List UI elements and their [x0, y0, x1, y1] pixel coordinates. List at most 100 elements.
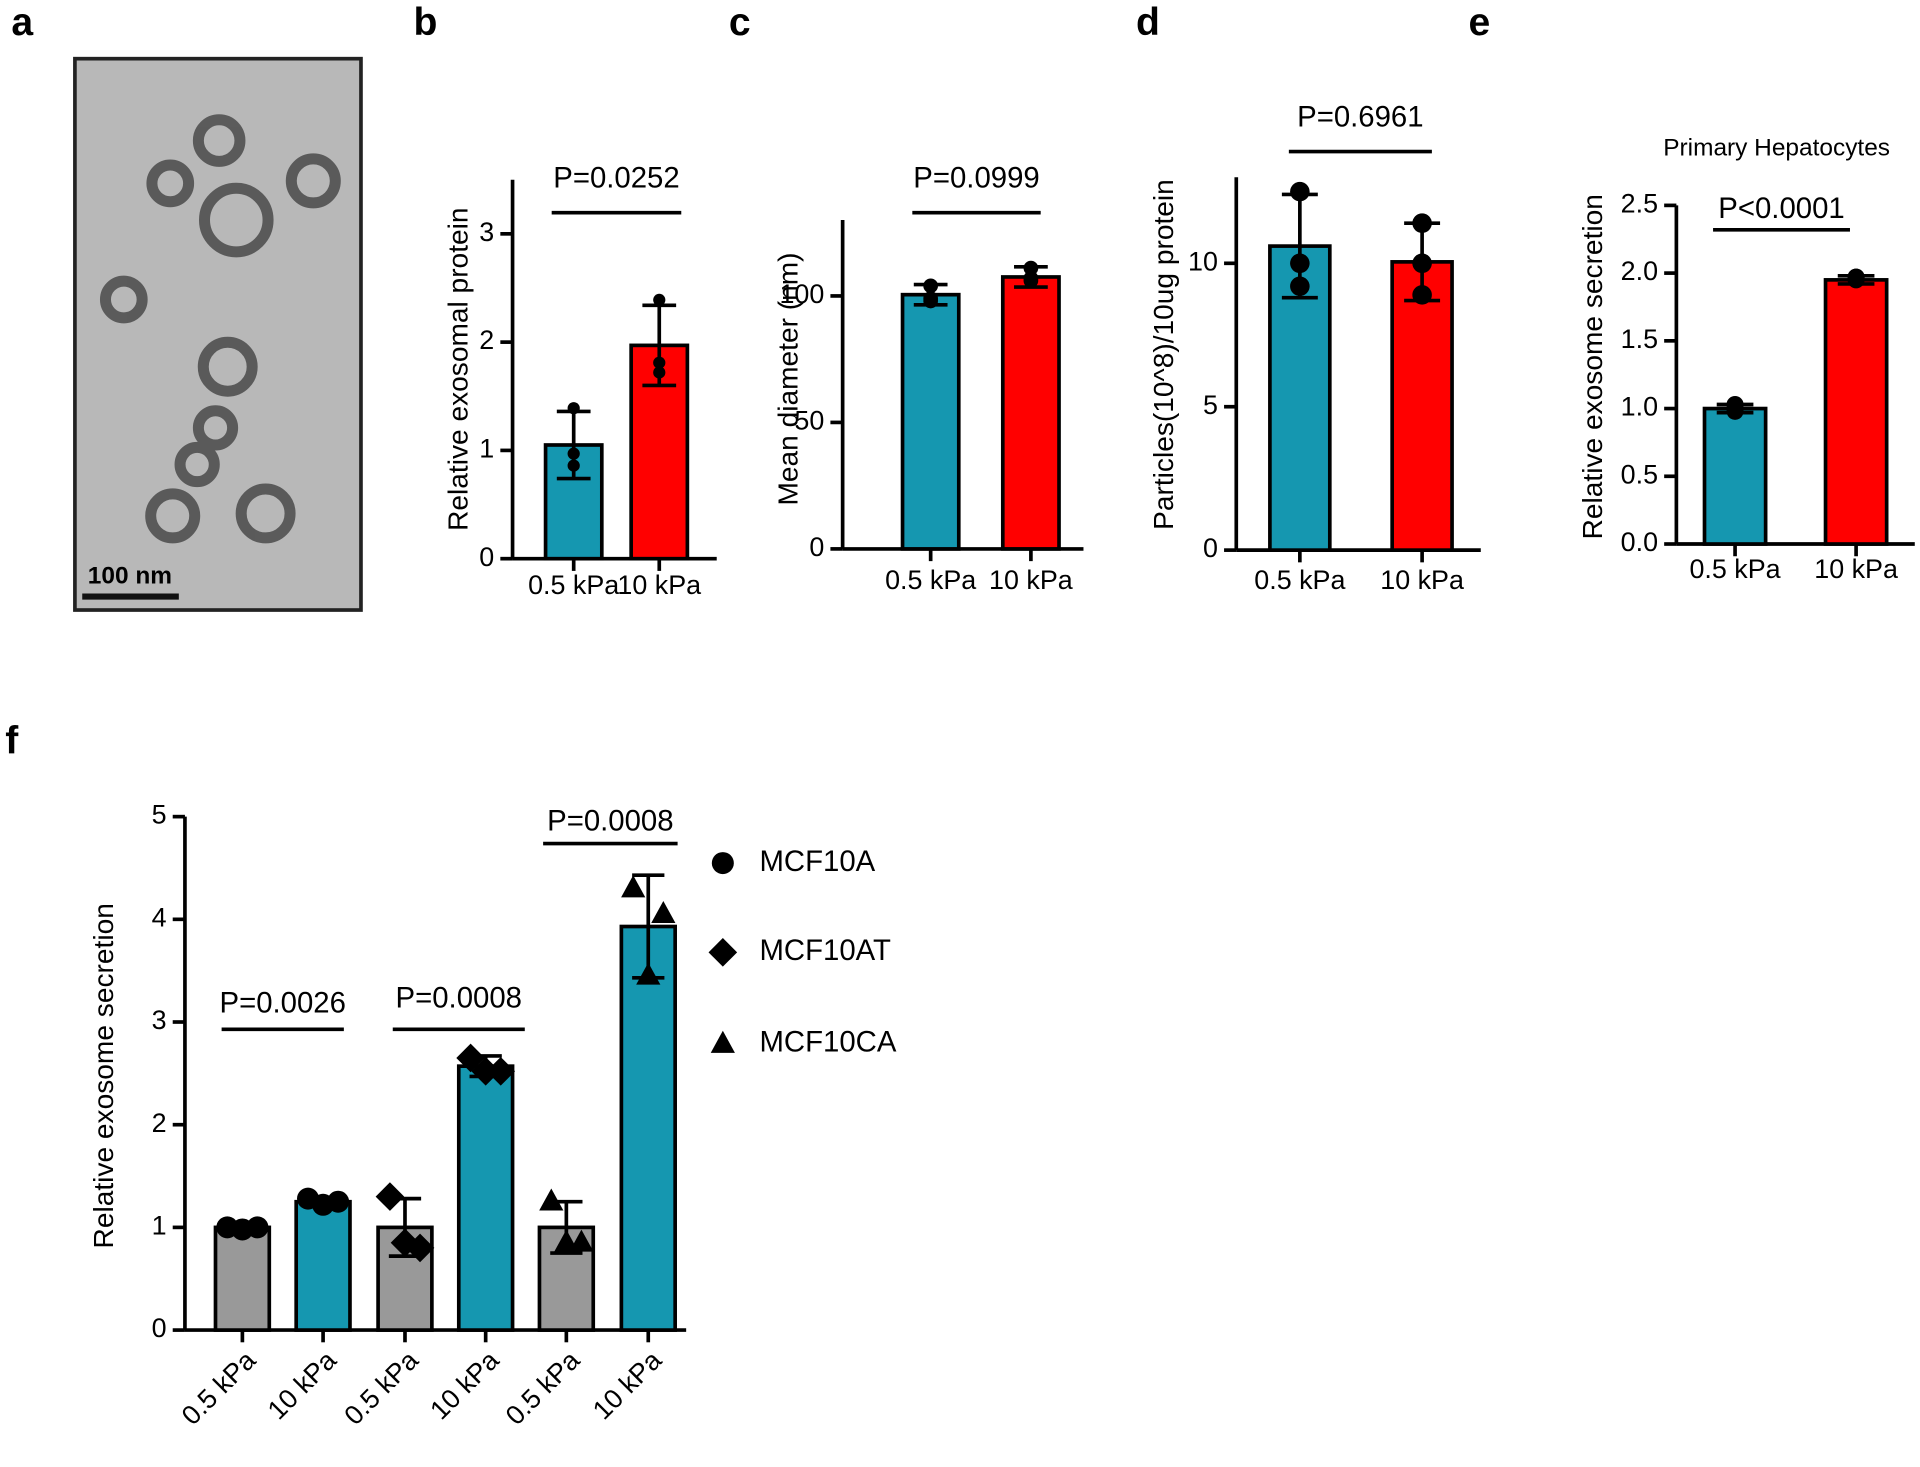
p-value: P<0.0001 [1718, 192, 1844, 225]
y-axis-label: Relative exosome secretion [88, 903, 119, 1248]
bar [900, 292, 961, 551]
data-point [653, 293, 666, 307]
x-tick-label: 10 kPa [617, 570, 701, 600]
data-point [569, 1229, 594, 1252]
bar [1000, 275, 1061, 551]
y-tick-label: 5 [1203, 390, 1218, 420]
data-point [1412, 285, 1432, 305]
data-point [327, 1190, 350, 1213]
legend-label: MCF10A [760, 845, 876, 878]
data-point [1847, 268, 1865, 286]
panel-letter: e [1469, 1, 1491, 44]
y-tick-label: 0 [479, 542, 494, 572]
p-value: P=0.0252 [553, 161, 679, 194]
y-tick-label: 0.0 [1621, 527, 1658, 557]
bar [1390, 260, 1454, 552]
data-point [923, 278, 938, 294]
p-value: P=0.0999 [913, 161, 1039, 194]
y-tick-label: 1 [152, 1210, 167, 1240]
data-point [1290, 276, 1310, 297]
bar [213, 1225, 272, 1332]
bar [619, 924, 677, 1332]
y-tick-label: 4 [152, 902, 167, 932]
y-tick-label: 1 [479, 434, 494, 464]
bar [294, 1199, 352, 1332]
data-point [567, 402, 580, 415]
y-axis-label: Particles(10^8)/10ug protein [1148, 179, 1179, 530]
x-tick-label: 0.5 kPa [176, 1345, 262, 1431]
chart-title: Primary Hepatocytes [1663, 135, 1890, 162]
y-tick-label: 2.0 [1621, 256, 1658, 286]
y-tick-label: 0 [152, 1313, 167, 1343]
legend-marker [711, 852, 734, 875]
scale-bar-label: 100 nm [88, 562, 172, 589]
data-point [486, 1056, 516, 1086]
data-point [375, 1182, 405, 1211]
data-point [651, 900, 676, 923]
data-point [923, 293, 938, 309]
data-point [567, 447, 580, 460]
x-tick-label: 10 kPa [1380, 565, 1464, 595]
y-axis-label: Relative exosomal protein [442, 207, 473, 530]
bar [1702, 406, 1768, 546]
legend-marker [708, 938, 738, 967]
data-point [471, 1056, 500, 1086]
x-tick-label: 0.5 kPa [1254, 565, 1345, 595]
y-tick-label: 5 [152, 800, 167, 830]
y-tick-label: 0 [809, 532, 824, 562]
y-tick-label: 3 [479, 217, 494, 247]
panel-letter: b [414, 1, 438, 44]
panel-letter: a [11, 1, 33, 44]
y-axis-label: Relative exosome secretion [1577, 194, 1608, 539]
x-tick-label: 10 kPa [587, 1345, 667, 1425]
data-point [1412, 213, 1432, 233]
x-tick-label: 10 kPa [262, 1345, 342, 1425]
p-value: P=0.0026 [220, 987, 346, 1020]
data-point [297, 1187, 320, 1210]
y-tick-label: 2 [152, 1108, 167, 1138]
data-point [567, 459, 580, 472]
p-value: P=0.0008 [396, 982, 522, 1015]
panel-letter: d [1136, 1, 1160, 44]
x-tick-label: 0.5 kPa [500, 1345, 586, 1431]
data-point [456, 1043, 485, 1073]
legend-label: MCF10CA [760, 1026, 897, 1059]
y-tick-label: 0.5 [1621, 459, 1658, 489]
y-tick-label: 2 [479, 325, 494, 355]
vesicles [99, 114, 341, 544]
y-axis-label: Mean diameter (nm) [772, 252, 803, 505]
data-point [539, 1188, 564, 1211]
x-tick-label: 0.5 kPa [528, 570, 619, 600]
x-tick-label: 0.5 kPa [1689, 554, 1780, 584]
y-tick-label: 50 [794, 406, 824, 436]
data-point [1726, 400, 1744, 418]
y-tick-label: 10 [1188, 246, 1218, 276]
legend-marker [710, 1030, 735, 1053]
data-point [1290, 253, 1310, 274]
data-point [246, 1216, 269, 1239]
data-point [1023, 270, 1039, 286]
data-point [621, 875, 646, 898]
x-tick-label: 0.5 kPa [338, 1345, 424, 1431]
data-point [405, 1233, 435, 1263]
data-point [653, 356, 666, 369]
data-point [636, 962, 661, 985]
panel-letter: f [5, 720, 19, 763]
x-tick-label: 10 kPa [989, 565, 1073, 595]
p-value: P=0.6961 [1297, 100, 1423, 133]
y-tick-label: 100 [779, 279, 824, 309]
y-tick-label: 1.5 [1621, 324, 1658, 354]
bar [456, 1064, 515, 1332]
data-point [216, 1216, 239, 1239]
data-point [1023, 260, 1039, 276]
micrograph: 100 nm a [11, 1, 363, 612]
data-point [1290, 181, 1310, 202]
y-tick-label: 3 [152, 1005, 167, 1035]
y-tick-label: 1.0 [1621, 392, 1658, 422]
y-tick-label: 0 [1203, 533, 1218, 563]
micrograph-frame [73, 56, 363, 612]
x-tick-label: 0.5 kPa [885, 565, 976, 595]
data-point [1412, 253, 1432, 274]
x-tick-label: 10 kPa [1814, 554, 1898, 584]
